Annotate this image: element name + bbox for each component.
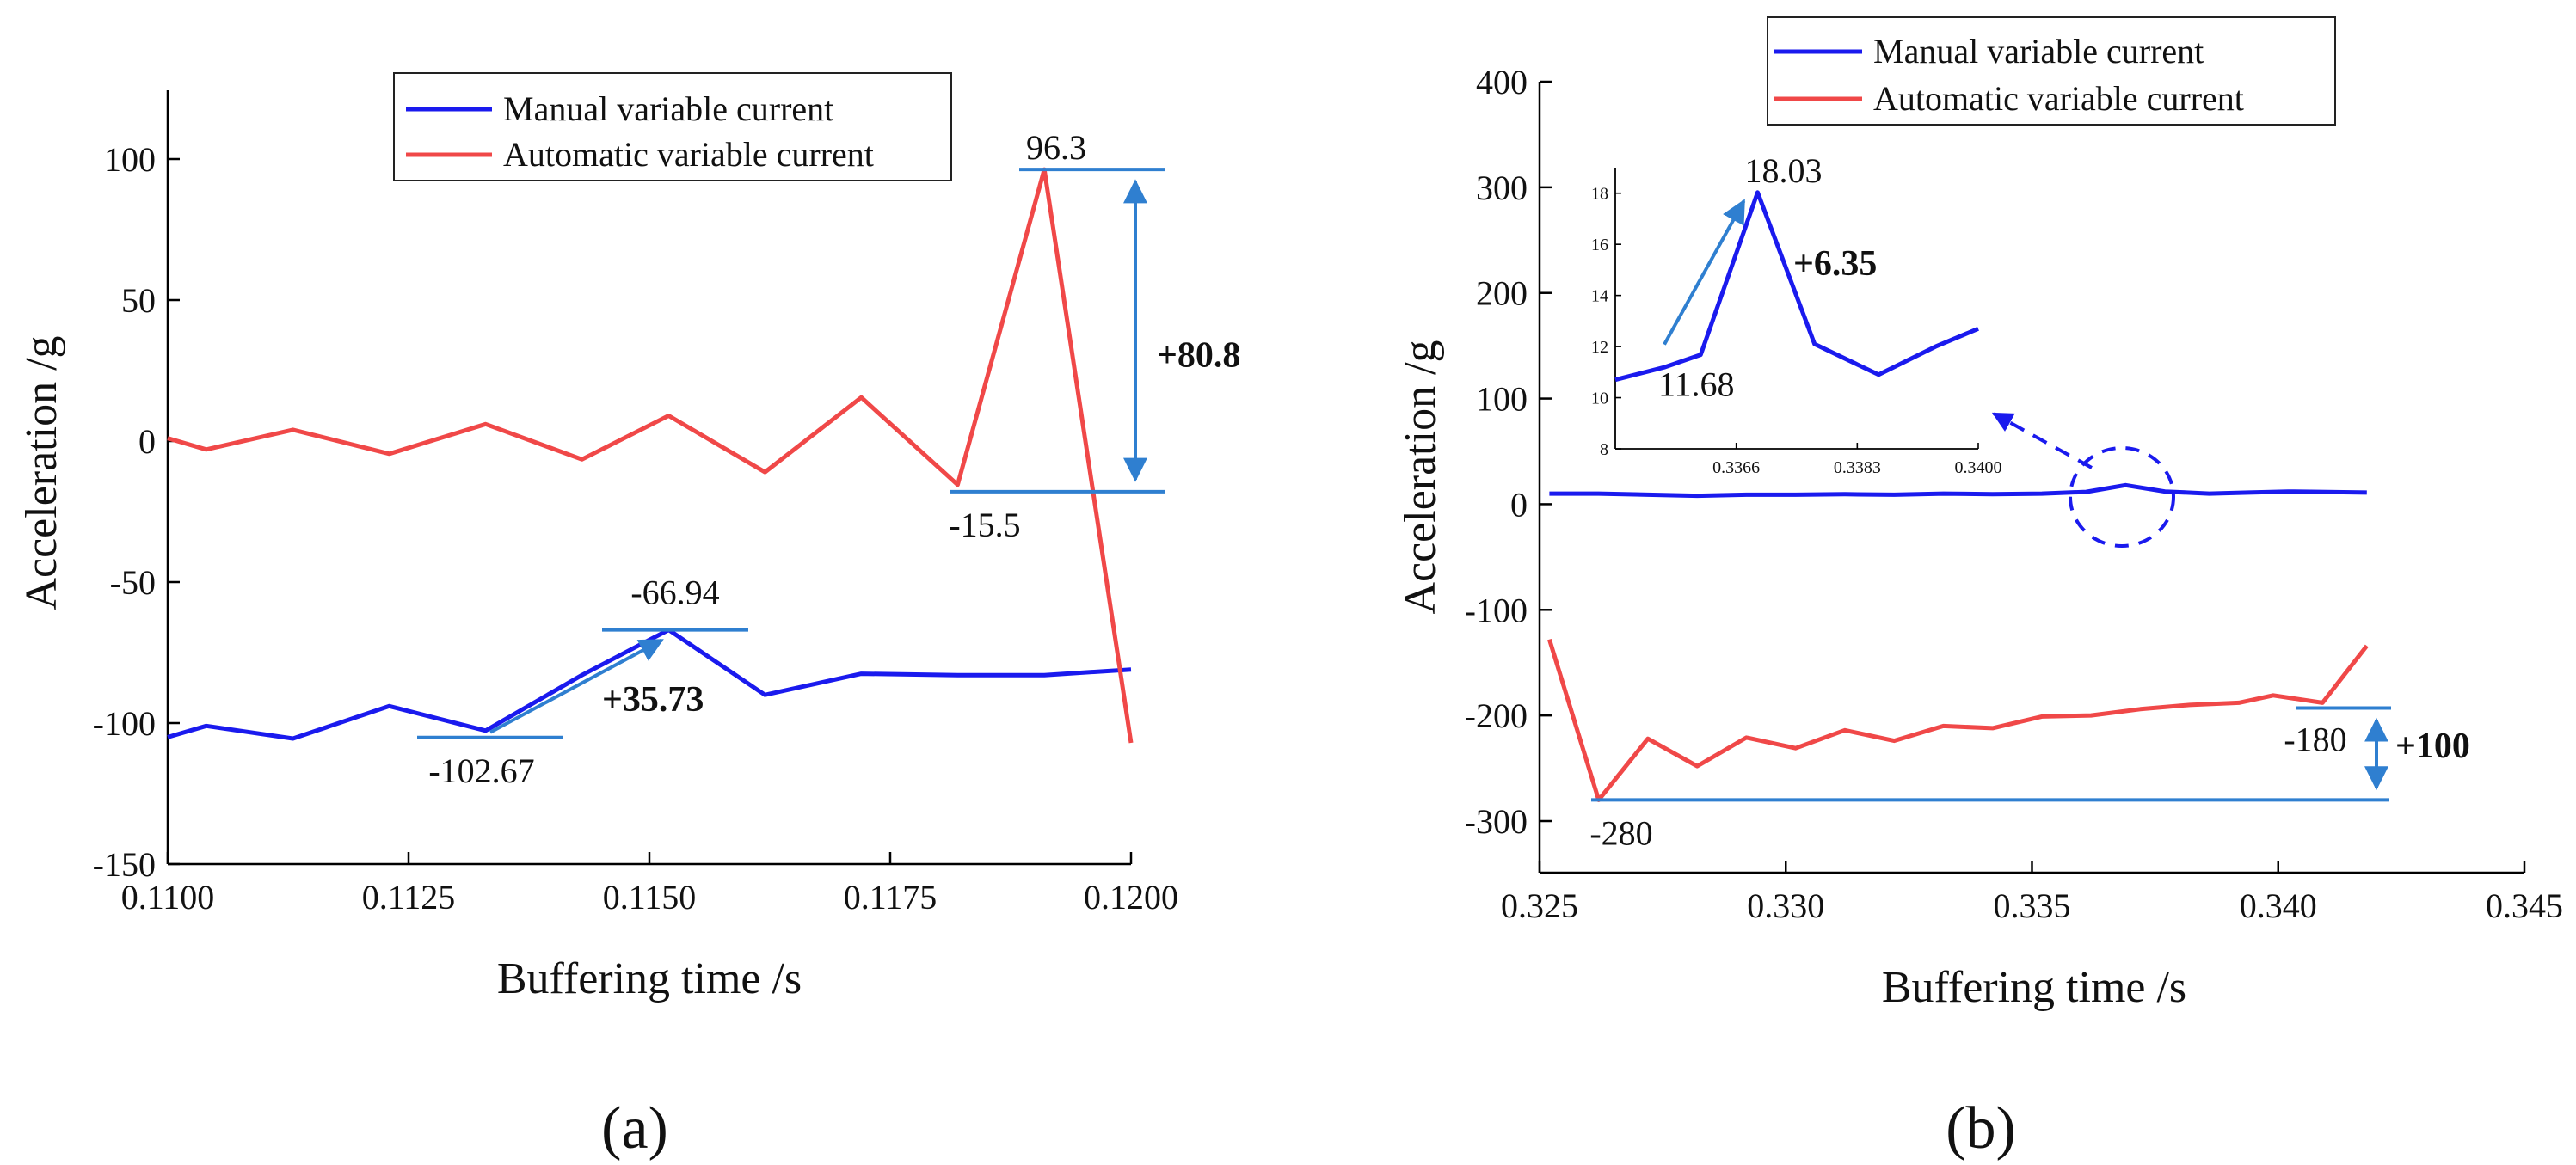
- panel-b-plot: 0.325 0.330 0.335 0.340 0.345 -300 -200 -100 0 10…: [1465, 63, 2563, 925]
- panel-b-inset: 0.3366 0.3383 0.3400 8 10 12 14 16 18 18.03 11.68…: [1591, 151, 2002, 477]
- panel-b-legend-box: [1767, 16, 2336, 126]
- inset-y-tick-label: 18: [1591, 185, 1608, 204]
- inset-y-tick-label: 16: [1591, 236, 1608, 254]
- panel-b-ticks: 0.325 0.330 0.335 0.340 0.345 -300 -200 -100 0 10…: [1465, 63, 2563, 925]
- panel-a-legend-manual-label: Manual variable current: [503, 89, 833, 128]
- panel-b-x-tick-label: 0.330: [1747, 886, 1824, 925]
- zoom-circle: [2069, 446, 2175, 548]
- inset-y-tick-label: 14: [1591, 287, 1608, 306]
- zoom-arrow: [1991, 412, 2093, 469]
- panel-a: 0.1100 0.1125 0.1150 0.1175 0.1200 -150 -100 -5…: [17, 72, 1240, 1162]
- inset-ticks: 0.3366 0.3383 0.3400 8 10 12 14 16 18: [1591, 185, 2002, 477]
- panel-a-series: [167, 167, 1134, 744]
- panel-a-manual-diff-value: +35.73: [602, 680, 704, 720]
- panel-b-automatic-line: [1547, 638, 2369, 802]
- panel-b-x-tick-label: 0.345: [2486, 886, 2563, 925]
- panel-b-auto-low-value: -280: [1589, 813, 1652, 852]
- inset-annotations: 18.03 11.68 +6.35: [1658, 151, 1877, 404]
- panel-b-y-tick-label: -300: [1465, 802, 1528, 841]
- panel-b-legend: Manual variable current Automatic variab…: [1767, 16, 2336, 126]
- panel-a-y-tick-label: 50: [121, 281, 156, 320]
- panel-b-x-tick-label: 0.335: [1994, 886, 2071, 925]
- panel-a-manual-line: [167, 628, 1132, 741]
- panel-b-x-tick-label: 0.325: [1501, 886, 1578, 925]
- panel-a-auto-high-value: 96.3: [1026, 128, 1086, 167]
- panel-b-manual-line: [1549, 482, 2367, 499]
- panel-b-y-tick-label: -200: [1465, 696, 1528, 735]
- panel-b-series: [1547, 482, 2369, 802]
- inset-y-tick-label: 8: [1600, 440, 1608, 459]
- panel-a-y-tick-label: -150: [93, 845, 156, 884]
- panel-a-auto-diff-value: +80.8: [1157, 336, 1240, 376]
- panel-a-x-tick-label: 0.1100: [121, 878, 215, 917]
- panel-a-automatic-line: [167, 167, 1134, 744]
- inset-series: [1614, 190, 1979, 383]
- panel-a-y-tick-label: -50: [110, 563, 156, 602]
- inset-base-value: 11.68: [1658, 365, 1735, 404]
- panel-a-y-tick-label: 100: [104, 140, 156, 179]
- panel-b-legend-manual-label: Manual variable current: [1873, 32, 2204, 71]
- panel-a-annotations: 96.3 -15.5 +80.8 -66.94 -102.67 +35.73: [417, 128, 1240, 790]
- panel-a-x-axis-title: Buffering time /s: [497, 954, 802, 1003]
- panel-b-x-tick-label: 0.340: [2240, 886, 2317, 925]
- panel-a-y-axis-title: Acceleration /g: [17, 335, 66, 610]
- inset-x-tick-label: 0.3400: [1955, 458, 2002, 477]
- panel-b-y-tick-label: 400: [1476, 63, 1528, 101]
- panel-a-x-tick-label: 0.1175: [844, 878, 938, 917]
- inset-y-tick-label: 10: [1591, 389, 1608, 408]
- panel-a-legend-box: [393, 72, 952, 181]
- panel-a-y-tick-label: 0: [138, 422, 156, 461]
- panel-b-y-tick-label: -100: [1465, 591, 1528, 629]
- panel-a-x-tick-label: 0.1125: [362, 878, 456, 917]
- panel-a-manual-high-value: -66.94: [630, 573, 719, 612]
- inset-peak-value: 18.03: [1744, 151, 1822, 190]
- panel-b-y-tick-label: 100: [1476, 380, 1528, 419]
- panel-a-manual-diff-arrow: [489, 638, 664, 734]
- panel-a-legend-auto-label: Automatic variable current: [503, 135, 874, 174]
- panel-b: 0.325 0.330 0.335 0.340 0.345 -300 -200 -100 0 10…: [1396, 16, 2563, 1162]
- inset-x-tick-label: 0.3383: [1834, 458, 1881, 477]
- panel-a-label: (a): [601, 1095, 668, 1162]
- panel-b-legend-auto-label: Automatic variable current: [1873, 79, 2244, 118]
- panel-b-auto-diff-value: +100: [2395, 727, 2470, 766]
- panel-b-x-axis-title: Buffering time /s: [1882, 963, 2186, 1012]
- panel-a-legend: Manual variable current Automatic variab…: [393, 72, 952, 181]
- panel-b-label: (b): [1946, 1095, 2016, 1162]
- panel-b-y-tick-label: 200: [1476, 274, 1528, 313]
- panel-b-auto-high-value: -180: [2284, 720, 2346, 759]
- inset-y-tick-label: 12: [1591, 338, 1608, 357]
- inset-x-tick-label: 0.3366: [1712, 458, 1760, 477]
- panel-b-y-tick-label: 0: [1510, 485, 1528, 524]
- panel-a-ticks: 0.1100 0.1125 0.1150 0.1175 0.1200 -150 -100 -5…: [93, 140, 1178, 917]
- panel-a-auto-low-value: -15.5: [949, 506, 1020, 544]
- panel-a-x-tick-label: 0.1150: [603, 878, 697, 917]
- panel-a-manual-low-value: -102.67: [428, 751, 534, 790]
- inset-diff-arrow: [1663, 199, 1746, 346]
- panel-b-annotations: -280 -180 +100: [1589, 706, 2470, 852]
- panel-a-y-tick-label: -100: [93, 704, 156, 743]
- panel-b-y-axis-title: Acceleration /g: [1396, 340, 1445, 614]
- panel-b-y-tick-label: 300: [1476, 169, 1528, 207]
- inset-diff-value: +6.35: [1793, 244, 1877, 284]
- inset-manual-line: [1614, 190, 1979, 383]
- panel-a-plot: 0.1100 0.1125 0.1150 0.1175 0.1200 -150 -100 -5…: [93, 90, 1240, 917]
- panel-a-x-tick-label: 0.1200: [1084, 878, 1178, 917]
